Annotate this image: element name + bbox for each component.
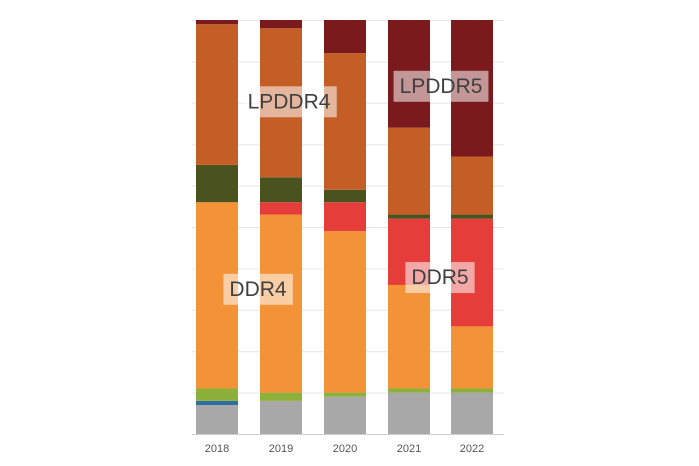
bar-segment-gray-2021 [388, 392, 430, 434]
label-ddr4: DDR4 [229, 278, 286, 301]
bar-segment-ddr4-2021 [388, 284, 430, 389]
x-tick-labels: 2018 2019 2020 2021 2022 [205, 443, 484, 455]
label-lpddr4: LPDDR4 [248, 90, 331, 113]
x-tick-label: 2018 [205, 443, 229, 455]
bar-segment-ddr4-2022 [451, 326, 493, 389]
bar-segment-lpddr5-2018 [196, 20, 238, 25]
bar-segment-ddr4-2020 [324, 231, 366, 393]
x-tick-label: 2021 [397, 443, 421, 455]
bar-segment-olive-2019 [260, 177, 302, 203]
bar-segment-yellow-green-2018 [196, 388, 238, 401]
bar-segment-olive-2018 [196, 164, 238, 203]
label-box-ddr5 [405, 262, 475, 294]
bar-segment-yellow-green-2021 [388, 388, 430, 393]
bar-segment-lpddr4-2020 [324, 53, 366, 190]
bar-segment-yellow-green-2020 [324, 392, 366, 397]
bar-segment-lpddr5-2020 [324, 20, 366, 54]
bar-segment-ddr5-2019 [260, 202, 302, 215]
bar-segment-lpddr4-2021 [388, 127, 430, 215]
x-tick-label: 2019 [269, 443, 293, 455]
bar-segment-lpddr4-2018 [196, 24, 238, 165]
series-labels: LPDDR4 LPDDR5 DDR5 DDR4 [223, 70, 489, 305]
bar-segment-yellow-green-2019 [260, 392, 302, 401]
label-box-lpddr5 [393, 70, 489, 102]
label-box-lpddr4 [241, 86, 337, 118]
bar-segment-olive-2021 [388, 214, 430, 219]
bar-segment-olive-2020 [324, 189, 366, 203]
bar-segment-lpddr4-2022 [451, 156, 493, 215]
label-ddr5: DDR5 [411, 266, 468, 289]
bar-segment-ddr5-2020 [324, 202, 366, 232]
label-box-ddr4 [223, 273, 293, 305]
bar-segment-olive-2022 [451, 214, 493, 219]
bar-segment-blue-2018 [196, 400, 238, 406]
bar-segment-gray-2019 [260, 400, 302, 434]
label-lpddr5: LPDDR5 [400, 75, 483, 98]
bar-segment-gray-2022 [451, 392, 493, 434]
bar-segment-yellow-green-2022 [451, 388, 493, 393]
bar-segment-lpddr5-2019 [260, 20, 302, 29]
bar-segment-gray-2018 [196, 405, 238, 434]
x-tick-label: 2020 [333, 443, 357, 455]
x-tick-label: 2022 [460, 443, 484, 455]
bar-segment-gray-2020 [324, 396, 366, 434]
